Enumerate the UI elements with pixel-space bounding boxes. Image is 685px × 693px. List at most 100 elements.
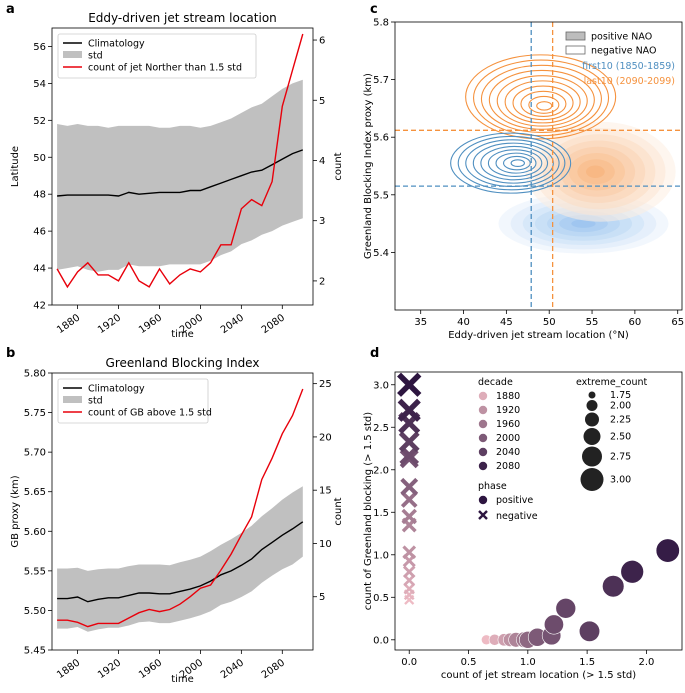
legend-climatology-label: Climatology [88,384,145,395]
legend-phase-negative-label: negative [496,511,538,522]
y-tick-label: 52 [33,116,46,127]
legend-size-label: 2.50 [610,432,631,443]
legend-decade-label: 2000 [496,433,520,444]
y2-tick-label: 5 [319,592,325,603]
negative-point [400,477,419,496]
panel-label-c: c [370,2,378,17]
y-tick-label: 1.0 [373,550,389,561]
y-tick-label: 48 [33,190,46,201]
x-axis-label-c: Eddy-driven jet stream location (°N) [448,330,629,341]
climatology-line-b [57,521,304,603]
x-tick-label: 0.0 [401,657,417,668]
x-tick-label: 35 [414,317,427,328]
x-tick-label: 1920 [96,657,123,681]
y-tick-label: 5.5 [373,190,389,201]
positive-point [655,538,680,563]
y-tick-label: 1.5 [373,508,389,519]
positive-point [578,620,601,642]
x-tick-label: 1880 [55,657,82,681]
negative-first10-contour [472,142,554,184]
y2-tick-label: 10 [319,539,332,550]
y2-tick-label: 25 [319,379,332,390]
legend-size-swatch [585,412,599,427]
legend-last10-label: last10 (2090-2099) [584,76,675,87]
y-tick-label: 42 [33,301,46,312]
x-tick-label: 65 [671,317,684,328]
legend-size-swatch [583,428,601,445]
std-band-a [57,79,303,272]
legend-box-b [57,378,209,424]
legend-std-swatch [63,396,82,403]
y-tick-label: 2.5 [373,423,389,434]
y2-tick-label: 5 [319,96,325,107]
y2-axis-label-a: count [333,152,344,180]
legend-size-label: 1.75 [610,390,631,401]
y-tick-label: 5.60 [24,527,46,538]
legend-std-label: std [88,396,103,407]
y-axis-label-a: Latitude [10,146,21,187]
negative-point [402,545,417,560]
x-tick-label: 2040 [219,657,246,681]
legend-positive-label: positive NAO [591,32,652,43]
y-tick-label: 46 [33,227,46,238]
negative-first10-contour [480,145,549,181]
negative-last10-contour [528,95,560,114]
y-tick-label: 5.65 [24,487,46,498]
y-axis-label-d: count of Greenland blocking (> 1.5 std) [363,412,374,610]
y-tick-label: 56 [33,42,46,53]
contour-area [450,54,676,254]
negative-last10-contour [504,80,581,124]
y-tick-label: 5.8 [373,18,389,29]
y-tick-label: 3.0 [373,380,389,391]
negative-first10-contour [457,135,566,191]
x-axis-label-b: time [171,674,194,685]
x-tick-label: 2080 [260,312,287,336]
negative-last10-contour [536,101,553,111]
panel-label-d: d [370,346,379,361]
negative-last10-contour [520,90,567,118]
axes-frame-d [394,371,683,651]
legend-decade-swatch [478,447,488,457]
negative-last10-contour [512,85,574,121]
y2-tick-label: 6 [319,36,325,47]
legend-first10-label: first10 (1850-1859) [582,61,675,72]
y-tick-label: 50 [33,153,46,164]
x-tick-label: 2080 [260,657,287,681]
positive-point [620,560,644,584]
count-line-a [56,33,304,289]
positive-point [555,598,577,619]
negative-last10-contour [472,59,610,137]
legend-decade-swatch [478,391,488,401]
legend-decade-swatch [478,433,488,443]
y-tick-label: 5.7 [373,75,389,86]
legend-negative-swatch [565,45,586,55]
legend-decade-title: decade [478,377,513,388]
x-tick-label: 1920 [96,312,123,336]
legend-std-swatch [63,51,82,58]
x-tick-label: 40 [457,317,470,328]
x-tick-label: 1960 [137,657,164,681]
x-tick-label: 45 [500,317,513,328]
x-tick-label: 60 [629,317,642,328]
x-tick-label: 2.0 [638,657,654,668]
negative-last10-contour [480,64,602,134]
positive-last10-contour [585,165,605,179]
legend-decade-label: 1880 [496,391,520,402]
negative-first10-contour [487,149,543,178]
legend-phase-positive-label: positive [496,495,533,506]
y-tick-label: 0.5 [373,593,389,604]
legend-phase-negative-swatch [478,510,488,520]
negative-point [398,431,420,453]
x-axis-label-d: count of jet stream location (> 1.5 std) [441,670,636,681]
negative-point [397,398,421,422]
negative-first10-contour [495,152,537,174]
legend-decade-label: 1920 [496,405,520,416]
negative-first10-contour [465,139,560,188]
negative-first10-contour [510,159,525,168]
climatology-line-a [57,149,304,197]
count-line-b [57,388,304,628]
negative-last10-contour [488,69,595,130]
y-tick-label: 5.4 [373,248,389,259]
axes-frame-b [51,372,314,651]
